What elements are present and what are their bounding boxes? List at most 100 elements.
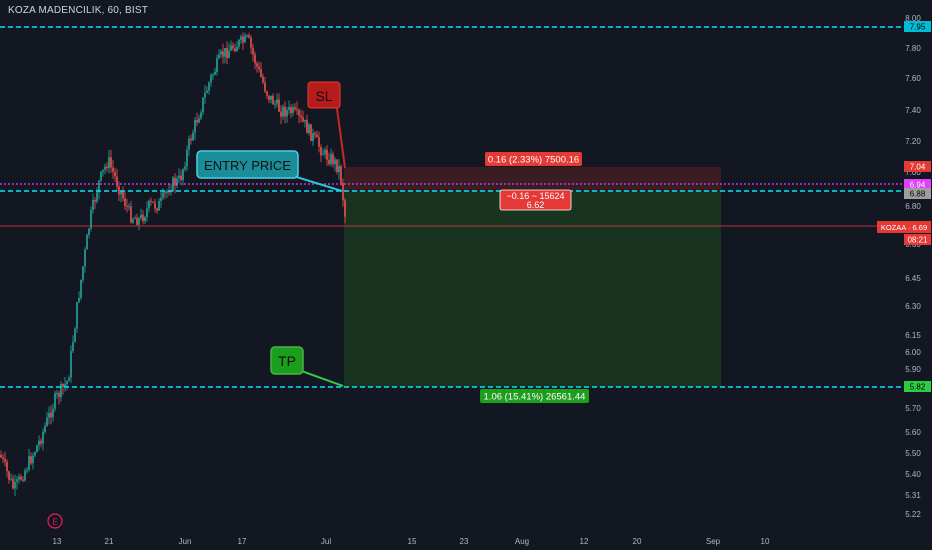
candle-body — [52, 408, 54, 418]
candle-body — [44, 426, 46, 432]
candle-body — [152, 201, 154, 203]
badge-magenta: 6.94 — [904, 179, 931, 190]
candles-group — [0, 32, 346, 497]
candle-body — [142, 214, 144, 222]
sl-callout[interactable]: SL — [307, 81, 346, 169]
candle-body — [292, 107, 294, 114]
candle-body — [200, 112, 202, 119]
svg-text:−0.16 ~ 15624: −0.16 ~ 15624 — [506, 191, 564, 201]
candle-body — [192, 132, 194, 141]
candle-body — [96, 192, 98, 202]
y-tick-label: 5.50 — [905, 449, 921, 458]
candle-body — [308, 124, 310, 134]
stop-zone[interactable] — [344, 167, 721, 191]
candle-body — [160, 197, 162, 202]
candle-body — [148, 200, 150, 209]
candle-body — [98, 180, 100, 193]
svg-text:E: E — [52, 518, 57, 527]
x-tick-label: 20 — [633, 537, 642, 546]
candle-body — [242, 36, 244, 43]
candle-body — [266, 91, 268, 96]
svg-text:5.82: 5.82 — [910, 383, 926, 392]
candle-body — [226, 48, 228, 58]
tp-callout[interactable]: TP — [270, 346, 344, 387]
candle-body — [104, 166, 106, 170]
candle-body — [134, 217, 136, 219]
candle-body — [280, 111, 282, 117]
candle-body — [128, 206, 130, 208]
candle-body — [76, 302, 78, 329]
candle-body — [34, 452, 36, 456]
candle-body — [166, 190, 168, 193]
position-center-label: −0.16 ~ 15624 6.62 — [499, 189, 572, 211]
candle-body — [338, 166, 340, 172]
earnings-marker[interactable]: E — [47, 513, 63, 529]
candle-body — [324, 149, 326, 155]
svg-text:0.16 (2.33%) 7500.16: 0.16 (2.33%) 7500.16 — [488, 155, 579, 166]
candle-body — [38, 440, 40, 446]
candle-body — [288, 106, 290, 110]
candle-body — [304, 119, 306, 122]
candle-body — [342, 182, 344, 201]
candle-body — [204, 92, 206, 98]
candle-body — [264, 82, 266, 92]
candle-body — [30, 456, 32, 464]
x-tick-label: Jun — [179, 537, 192, 546]
candle-body — [132, 219, 134, 223]
candle-body — [332, 154, 334, 165]
x-tick-label: 10 — [761, 537, 770, 546]
candle-body — [14, 481, 16, 489]
target-zone[interactable] — [344, 191, 721, 387]
candle-body — [188, 138, 190, 150]
candle-body — [94, 200, 96, 202]
candle-body — [222, 51, 224, 57]
candle-body — [274, 103, 276, 105]
candle-body — [284, 106, 286, 117]
stop-stats-label: 0.16 (2.33%) 7500.16 — [485, 152, 582, 166]
tp-callout-label: TP — [278, 353, 296, 369]
candle-body — [196, 120, 198, 123]
x-tick-label: 15 — [408, 537, 417, 546]
candle-body — [122, 191, 124, 199]
candle-body — [238, 39, 240, 47]
candle-body — [26, 469, 28, 471]
y-tick-label: 5.40 — [905, 470, 921, 479]
svg-text:6.94: 6.94 — [910, 181, 926, 190]
candle-body — [182, 169, 184, 181]
candle-body — [124, 198, 126, 206]
svg-text:7.04: 7.04 — [910, 163, 926, 172]
y-tick-label: 5.22 — [905, 510, 921, 519]
y-tick-label: 6.15 — [905, 331, 921, 340]
candle-body — [248, 35, 250, 38]
candle-body — [114, 171, 116, 177]
candle-body — [108, 157, 110, 169]
candle-body — [40, 440, 42, 444]
candle-body — [278, 99, 280, 112]
candle-body — [218, 54, 220, 59]
candle-body — [28, 456, 30, 470]
candle-body — [276, 99, 278, 104]
candle-body — [312, 133, 314, 141]
candle-body — [310, 124, 312, 141]
candle-body — [326, 149, 328, 160]
candle-body — [198, 118, 200, 123]
x-tick-label: 13 — [53, 537, 62, 546]
x-tick-label: 12 — [580, 537, 589, 546]
entry-callout[interactable]: ENTRY PRICE — [196, 150, 343, 192]
candle-body — [272, 95, 274, 105]
svg-text:6.62: 6.62 — [527, 200, 545, 210]
symbol-title: KOZA MADENCILIK, 60, BIST — [8, 5, 149, 16]
candle-body — [208, 82, 210, 91]
candle-body — [66, 381, 68, 384]
candle-body — [8, 471, 10, 480]
x-axis[interactable]: 13 21 Jun 17 Jul 15 23 Aug 12 20 Sep 10 — [53, 537, 770, 546]
candle-body — [244, 35, 246, 43]
candle-body — [330, 154, 332, 164]
y-tick-label: 7.20 — [905, 137, 921, 146]
candle-body — [254, 54, 256, 64]
candle-body — [246, 35, 248, 37]
candle-body — [174, 177, 176, 186]
y-axis[interactable]: 8.007.807.607.407.207.006.806.606.456.30… — [905, 14, 921, 519]
